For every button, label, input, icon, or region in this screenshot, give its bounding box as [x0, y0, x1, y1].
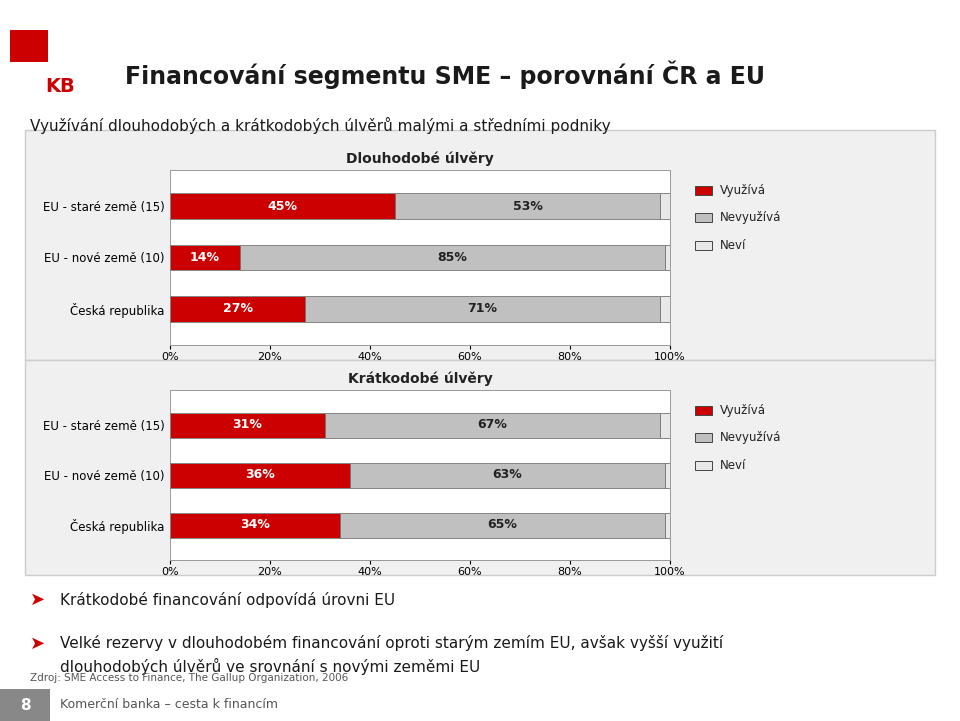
Bar — [395, 193, 660, 219]
Text: Komerční banka – cesta k financím: Komerční banka – cesta k financím — [60, 699, 278, 712]
Text: Využívá: Využívá — [720, 404, 766, 417]
Bar — [340, 513, 665, 537]
Bar — [395, 193, 660, 219]
Text: Využívání dlouhodobých a krátkodobých úlvěrů malými a středními podniky: Využívání dlouhodobých a krátkodobých úl… — [30, 117, 611, 133]
Bar — [170, 244, 670, 270]
Text: Neví: Neví — [720, 239, 746, 252]
Bar — [0, 689, 50, 721]
Bar — [170, 451, 670, 499]
Bar — [170, 402, 670, 448]
Bar — [325, 412, 660, 438]
Text: Nevyužívá: Nevyužívá — [720, 211, 781, 224]
Bar — [170, 412, 325, 438]
Bar — [170, 233, 670, 282]
Bar — [170, 244, 240, 270]
Bar — [10, 30, 48, 62]
Bar — [170, 501, 670, 549]
Bar — [340, 513, 665, 537]
Bar — [660, 412, 670, 438]
Bar — [170, 462, 350, 487]
Bar — [660, 412, 670, 438]
Bar — [170, 193, 395, 219]
Bar — [170, 412, 325, 438]
Bar — [665, 244, 670, 270]
Bar — [170, 244, 240, 270]
Bar — [665, 462, 670, 487]
Title: Krátkodobé úlvěry: Krátkodobé úlvěry — [348, 371, 492, 386]
Text: KB: KB — [45, 76, 75, 95]
Text: ➤: ➤ — [30, 591, 45, 609]
Bar — [665, 513, 670, 537]
Text: Krátkodobé financování odpovídá úrovni EU: Krátkodobé financování odpovídá úrovni E… — [60, 592, 396, 608]
Text: 34%: 34% — [240, 518, 270, 531]
Bar — [665, 513, 670, 537]
Bar — [170, 513, 340, 537]
Text: Zdroj: SME Access to Finance, The Gallup Organization, 2006: Zdroj: SME Access to Finance, The Gallup… — [30, 673, 348, 683]
Text: 67%: 67% — [477, 418, 508, 431]
Text: ➤: ➤ — [30, 635, 45, 653]
Bar — [305, 296, 660, 322]
Bar — [170, 285, 670, 333]
Bar — [170, 193, 670, 219]
Bar — [170, 462, 670, 487]
Text: 65%: 65% — [488, 518, 517, 531]
Bar — [170, 182, 670, 231]
Bar — [660, 296, 670, 322]
Bar — [170, 513, 340, 537]
Text: 14%: 14% — [190, 251, 220, 264]
Text: 53%: 53% — [513, 200, 542, 213]
Bar — [170, 412, 670, 438]
Text: 63%: 63% — [492, 469, 522, 482]
Bar — [660, 193, 670, 219]
Bar — [325, 412, 660, 438]
Text: 27%: 27% — [223, 303, 252, 316]
Text: Nevyužívá: Nevyužívá — [720, 431, 781, 444]
Bar — [170, 462, 350, 487]
Bar — [240, 244, 665, 270]
Bar — [170, 193, 395, 219]
Bar — [170, 296, 305, 322]
Bar — [170, 513, 670, 537]
Title: Dlouhodobé úlvěry: Dlouhodobé úlvěry — [347, 151, 493, 166]
Bar — [350, 462, 665, 487]
Bar — [305, 296, 660, 322]
Bar — [665, 462, 670, 487]
Bar — [170, 296, 305, 322]
Text: 36%: 36% — [245, 469, 275, 482]
Bar — [660, 193, 670, 219]
Text: 71%: 71% — [468, 303, 497, 316]
Bar — [665, 244, 670, 270]
Bar — [170, 296, 670, 322]
Bar — [660, 296, 670, 322]
Text: 85%: 85% — [438, 251, 468, 264]
Text: 31%: 31% — [232, 418, 262, 431]
Text: Neví: Neví — [720, 459, 746, 472]
Bar — [240, 244, 665, 270]
Text: 45%: 45% — [268, 200, 298, 213]
Text: 8: 8 — [20, 697, 31, 712]
Bar — [350, 462, 665, 487]
Text: Financování segmentu SME – porovnání ČR a EU: Financování segmentu SME – porovnání ČR … — [125, 61, 765, 89]
Text: Využívá: Využívá — [720, 184, 766, 197]
Text: Velké rezervy v dlouhodobém financování oproti starým zemím EU, avšak vyšší využ: Velké rezervy v dlouhodobém financování … — [60, 635, 723, 675]
